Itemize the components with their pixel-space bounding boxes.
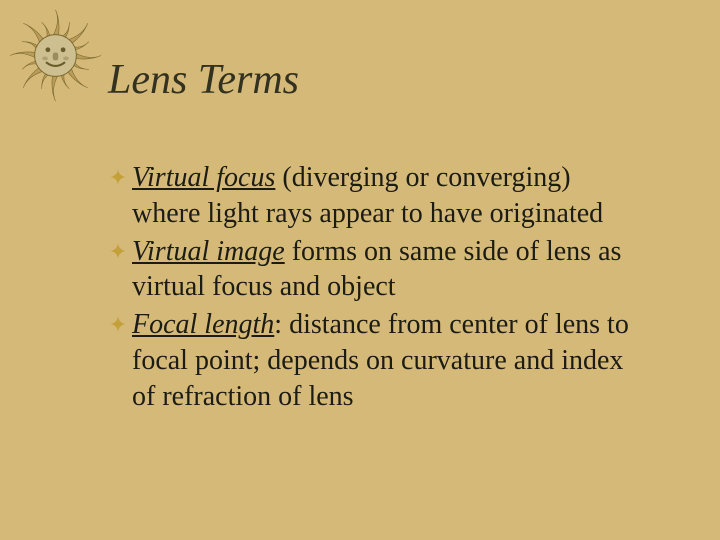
term: Focal length (132, 309, 274, 340)
slide: Lens Terms ✦Virtual focus (diverging or … (0, 0, 720, 540)
bullet-text: Virtual focus (diverging or converging) … (132, 160, 644, 232)
slide-title: Lens Terms (108, 56, 299, 104)
term: Virtual image (132, 236, 285, 267)
bullet-icon: ✦ (104, 307, 132, 338)
term: Virtual focus (132, 162, 275, 193)
bullet-text: Focal length: distance from center of le… (132, 307, 644, 414)
sun-icon (8, 8, 103, 103)
bullet-item: ✦Virtual image forms on same side of len… (104, 234, 644, 306)
bullet-icon: ✦ (104, 234, 132, 265)
bullet-text: Virtual image forms on same side of lens… (132, 234, 644, 306)
bullet-item: ✦Focal length: distance from center of l… (104, 307, 644, 414)
bullet-icon: ✦ (104, 160, 132, 191)
bullet-item: ✦Virtual focus (diverging or converging)… (104, 160, 644, 232)
slide-body: ✦Virtual focus (diverging or converging)… (104, 160, 644, 417)
sun-decoration (8, 8, 103, 103)
